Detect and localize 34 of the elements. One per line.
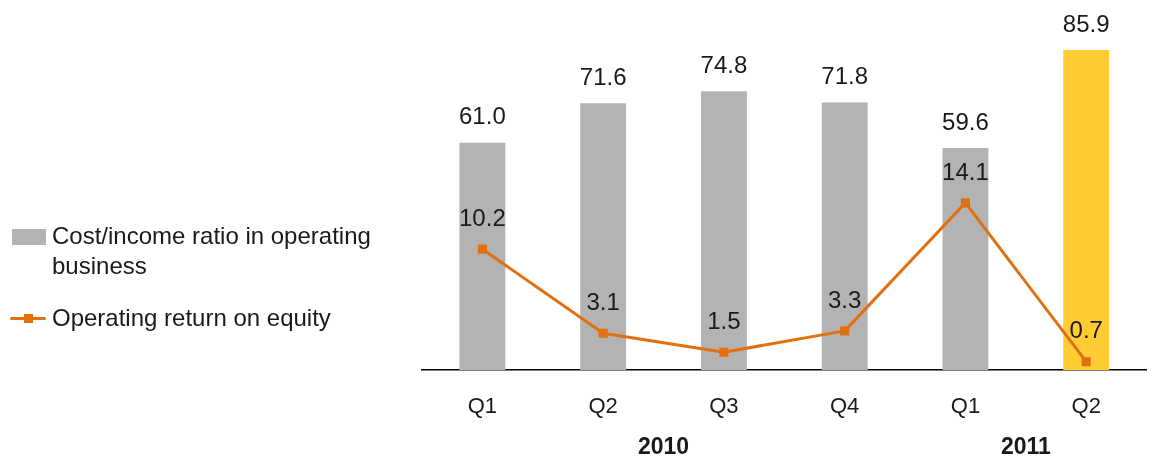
data-label: 71.6 (579, 62, 627, 90)
legend-label: Cost/income ratio in operating business (52, 221, 372, 281)
bar (942, 147, 989, 370)
point (840, 326, 850, 336)
data-label: 85.9 (1062, 9, 1110, 37)
data-label: 71.8 (821, 62, 869, 90)
x-tick-label: Q1 (467, 393, 498, 419)
x-tick-label: Q1 (950, 393, 981, 419)
data-label: 61.0 (459, 102, 506, 130)
point (477, 244, 487, 254)
data-label: 3.1 (586, 287, 620, 315)
x-tick-label: Q4 (830, 393, 860, 419)
bar (700, 91, 747, 370)
bar (459, 142, 506, 370)
point (1081, 357, 1091, 367)
point (719, 347, 729, 357)
x-tick-label: Q3 (709, 393, 739, 419)
data-label: 3.3 (828, 285, 862, 313)
data-label: 1.5 (707, 306, 741, 334)
x-tick-label: Q2 (588, 393, 618, 419)
bar (821, 102, 868, 370)
bar (580, 103, 627, 370)
data-label: 74.8 (700, 50, 748, 78)
point (960, 198, 970, 208)
text: 2010 (637, 433, 690, 460)
data-label: 10.2 (459, 203, 506, 231)
bar (1063, 50, 1110, 370)
legend-label: Operating return on equity (52, 303, 332, 333)
point (598, 328, 608, 338)
x-tick-label: Q2 (1071, 393, 1101, 419)
data-label: 14.1 (942, 157, 989, 185)
data-label: 59.6 (942, 107, 989, 135)
text: 2011 (1000, 433, 1051, 460)
data-label: 0.7 (1069, 316, 1103, 344)
